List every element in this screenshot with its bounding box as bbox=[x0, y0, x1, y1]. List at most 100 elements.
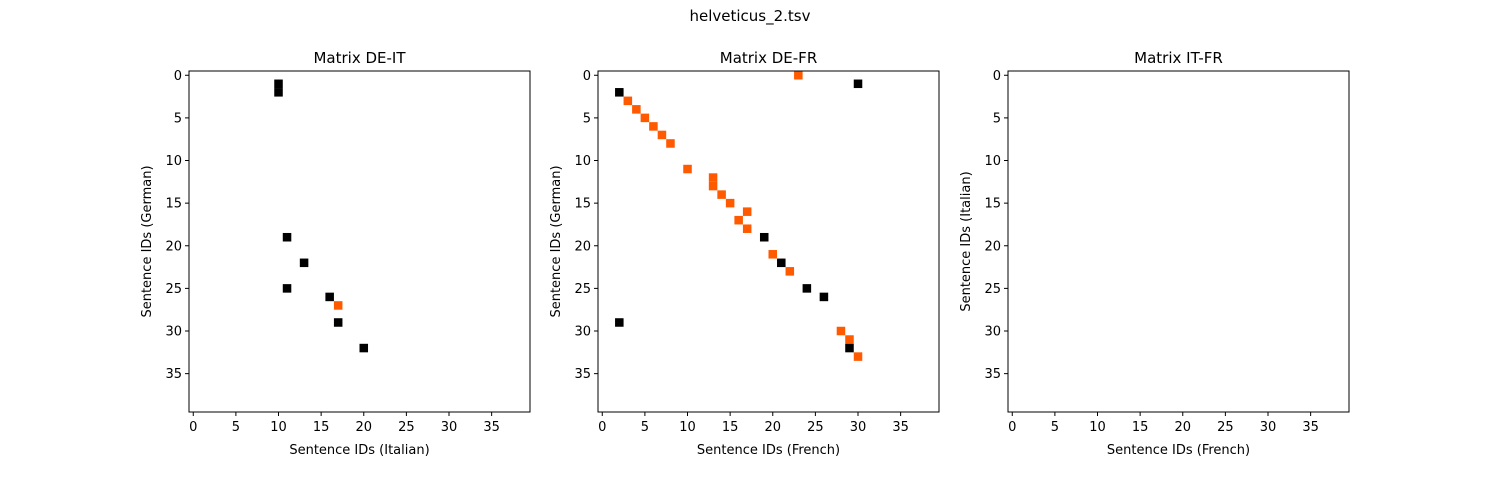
matrix-cell bbox=[359, 343, 369, 353]
matrix-cell bbox=[845, 343, 854, 353]
x-tick-label: 10 bbox=[1089, 420, 1106, 435]
axes-panel-3: 0 5 10 15 20 25 30 35 0 5 10 15 20 25 30 35 Matrix IT-FR… bbox=[959, 49, 1350, 458]
axes-title: Matrix DE-IT bbox=[313, 49, 406, 67]
matrix-cell bbox=[282, 284, 292, 293]
x-tick-label: 35 bbox=[1302, 420, 1319, 435]
matrix-cell bbox=[708, 181, 718, 191]
matrix-cell bbox=[853, 79, 863, 89]
axes-panel-1: 0 5 10 15 20 25 30 35 0 5 10 15 20 25 30 35 Matrix DE-IT… bbox=[140, 49, 531, 458]
axes-title: Matrix IT-FR bbox=[1134, 49, 1223, 67]
x-tick-label: 10 bbox=[270, 420, 287, 435]
matrix-cell bbox=[623, 96, 633, 106]
y-tick-label: 20 bbox=[984, 239, 1001, 254]
matrix-cell bbox=[819, 292, 829, 302]
matrix-cell bbox=[683, 164, 692, 174]
matrix-cell bbox=[333, 301, 343, 310]
matrix-cell bbox=[836, 326, 846, 336]
axes-container: 0 5 10 15 20 25 30 35 0 5 10 15 20 25 30 35 Matrix DE-IT… bbox=[140, 49, 1350, 458]
matrix-cell bbox=[282, 232, 292, 242]
y-tick-label: 5 bbox=[583, 111, 591, 126]
y-axis-label: Sentence IDs (Italian) bbox=[959, 171, 974, 311]
x-tick-label: 25 bbox=[1217, 420, 1234, 435]
matrix-cell bbox=[274, 88, 283, 97]
matrix-cell bbox=[742, 207, 752, 216]
x-tick-label: 15 bbox=[313, 420, 330, 435]
x-tick-label: 5 bbox=[232, 420, 240, 435]
matrix-cell bbox=[845, 335, 854, 344]
y-tick-label: 10 bbox=[574, 154, 591, 169]
y-tick-label: 20 bbox=[165, 239, 182, 254]
x-tick-label: 0 bbox=[189, 420, 197, 435]
matrix-cell bbox=[325, 292, 334, 302]
y-tick-label: 15 bbox=[165, 197, 182, 212]
matrix-cell bbox=[768, 250, 778, 259]
y-tick-label: 15 bbox=[574, 197, 591, 212]
x-tick-label: 0 bbox=[1008, 420, 1016, 435]
axes-frame bbox=[1007, 70, 1350, 413]
y-tick-label: 10 bbox=[984, 154, 1001, 169]
y-tick-label: 0 bbox=[583, 69, 591, 84]
x-tick-label: 35 bbox=[483, 420, 500, 435]
x-tick-label: 5 bbox=[641, 420, 649, 435]
x-tick-label: 30 bbox=[1260, 420, 1277, 435]
matrix-cell bbox=[615, 318, 624, 327]
y-axis-label: Sentence IDs (German) bbox=[549, 165, 564, 317]
matrix-cell bbox=[333, 318, 343, 327]
figure-suptitle: helveticus_2.tsv bbox=[689, 7, 810, 26]
x-tick-label: 15 bbox=[1132, 420, 1149, 435]
y-axis-label: Sentence IDs (German) bbox=[140, 165, 155, 317]
x-axis-label: Sentence IDs (French) bbox=[1107, 443, 1250, 458]
y-tick-label: 20 bbox=[574, 239, 591, 254]
x-tick-label: 30 bbox=[441, 420, 458, 435]
y-tick-label: 25 bbox=[574, 282, 591, 297]
matrix-cell bbox=[794, 71, 803, 80]
axes-title: Matrix DE-FR bbox=[720, 49, 818, 67]
matrix-cell bbox=[742, 224, 752, 233]
y-tick-label: 0 bbox=[174, 69, 182, 84]
x-tick-label: 20 bbox=[1174, 420, 1191, 435]
x-axis-label: Sentence IDs (French) bbox=[697, 443, 840, 458]
matrix-cell bbox=[717, 190, 726, 199]
axes-panel-2: 0 5 10 15 20 25 30 35 0 5 10 15 20 25 30 35 Matrix DE-FR… bbox=[549, 49, 940, 458]
y-tick-label: 30 bbox=[984, 325, 1001, 340]
x-tick-label: 25 bbox=[807, 420, 824, 435]
x-tick-label: 25 bbox=[398, 420, 415, 435]
matrix-cell bbox=[632, 105, 641, 114]
matrix-cell bbox=[615, 88, 624, 97]
matrix-cell bbox=[657, 130, 667, 140]
matrix-cell bbox=[785, 267, 795, 276]
x-axis-label: Sentence IDs (Italian) bbox=[289, 443, 429, 458]
matrix-cell bbox=[274, 79, 283, 89]
matrix-cell bbox=[649, 122, 658, 131]
matrix-cell bbox=[734, 215, 743, 225]
axes-frame bbox=[597, 70, 940, 413]
matrix-cell bbox=[802, 284, 812, 293]
x-tick-label: 0 bbox=[598, 420, 606, 435]
y-tick-label: 35 bbox=[574, 367, 591, 382]
matrix-cell bbox=[853, 352, 863, 361]
matrix-cell bbox=[299, 258, 309, 268]
y-tick-label: 0 bbox=[993, 69, 1001, 84]
y-tick-label: 30 bbox=[165, 325, 182, 340]
x-tick-label: 30 bbox=[850, 420, 867, 435]
y-tick-label: 5 bbox=[174, 111, 182, 126]
y-tick-label: 15 bbox=[984, 197, 1001, 212]
matrix-cell bbox=[777, 258, 786, 268]
matrix-cell bbox=[708, 173, 718, 182]
matrix-cell bbox=[666, 139, 675, 148]
y-tick-label: 10 bbox=[165, 154, 182, 169]
x-tick-label: 20 bbox=[764, 420, 781, 435]
y-tick-label: 30 bbox=[574, 325, 591, 340]
x-tick-label: 35 bbox=[892, 420, 909, 435]
matrix-cell bbox=[640, 113, 650, 123]
y-tick-label: 35 bbox=[984, 367, 1001, 382]
matrix-cell bbox=[759, 232, 769, 242]
axes-frame bbox=[188, 70, 531, 413]
x-tick-label: 5 bbox=[1051, 420, 1059, 435]
x-tick-label: 20 bbox=[355, 420, 372, 435]
y-tick-label: 25 bbox=[984, 282, 1001, 297]
matrix-cell bbox=[725, 198, 735, 208]
y-tick-label: 35 bbox=[165, 367, 182, 382]
x-tick-label: 15 bbox=[722, 420, 739, 435]
